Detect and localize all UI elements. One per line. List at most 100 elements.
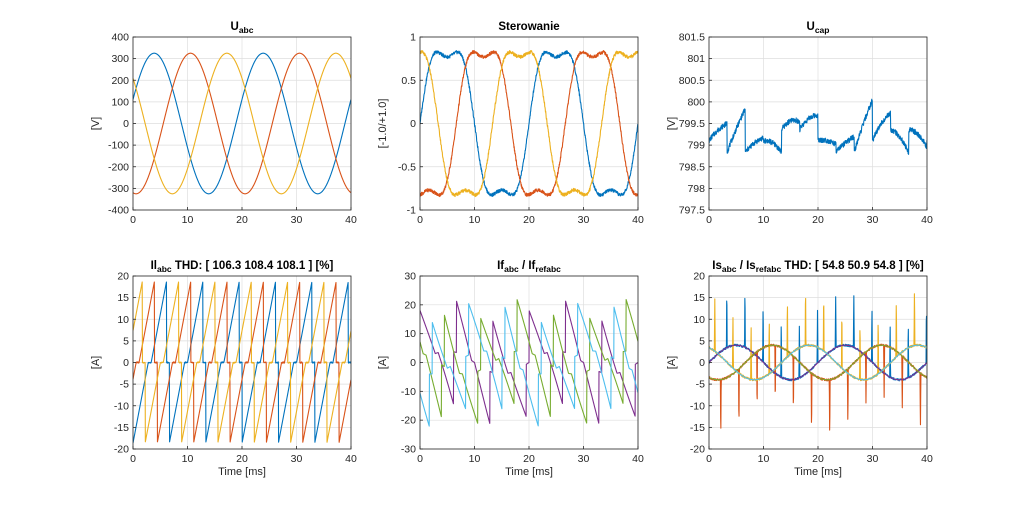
x-tick-label: 10 (182, 214, 194, 226)
series-group (420, 299, 638, 427)
chart-panel-0: 0 10 20 30 40 -400 -300 -200 -100 0 100 200 300 400 [V… (90, 32, 357, 227)
x-tick-label: 0 (706, 453, 712, 465)
y-tick-label: -10 (401, 386, 416, 398)
x-axis-label: Time [ms] (794, 466, 842, 478)
y-tick-label: 100 (111, 96, 129, 108)
chart-title-5: Isabc / Isrefabc THD: [ 54.8 50.9 54.8 ]… (712, 260, 924, 274)
series-line-sa (420, 50, 638, 198)
x-axis-label: Time [ms] (218, 466, 266, 478)
chart-panel-1: 0 10 20 30 40 -1 -0.5 0 0.5 1 [-1.0/+1.0] (377, 32, 644, 227)
y-tick-label: 801.5 (679, 32, 705, 44)
chart-panel-2: 0 10 20 30 40 797.5 798 798.5 799 799.5 800 800.5 80… (666, 32, 933, 227)
series-line-Ub (133, 52, 351, 195)
x-tick-label: 30 (578, 453, 590, 465)
x-tick-label: 40 (632, 214, 644, 226)
x-tick-label: 10 (758, 453, 770, 465)
y-tick-label: 10 (404, 328, 416, 340)
x-tick-label: 10 (758, 214, 770, 226)
chart-title-0: Uabc (231, 21, 254, 35)
series-line-Uc (133, 52, 351, 195)
x-tick-label: 10 (182, 453, 194, 465)
y-tick-label: -100 (108, 140, 129, 152)
y-tick-label: 0 (410, 357, 416, 369)
x-tick-label: 10 (469, 453, 481, 465)
y-tick-label: -300 (108, 183, 129, 195)
y-tick-label: 1 (410, 32, 416, 44)
series-group (420, 50, 638, 198)
series-line-Isref_c (709, 344, 927, 381)
series-line-Ilc (133, 281, 351, 443)
y-tick-label: 20 (117, 271, 129, 283)
chart-title-4: Ifabc / Ifrefabc (497, 260, 561, 274)
series-line-Ilb (133, 281, 351, 443)
y-tick-label: -20 (114, 444, 129, 456)
x-tick-label: 0 (130, 453, 136, 465)
x-tick-label: 20 (812, 453, 824, 465)
y-tick-label: 300 (111, 53, 129, 65)
series-line-Ifc (420, 302, 638, 427)
y-tick-label: 799 (687, 140, 705, 152)
chart-panel-5: 0 10 20 30 40 -20 -15 -10 -5 0 5 10 15 20 [A] Time [ms] (666, 271, 933, 479)
x-tick-label: 20 (812, 214, 824, 226)
series-group (133, 52, 351, 195)
x-tick-label: 30 (578, 214, 590, 226)
series-line-Ila (133, 281, 351, 444)
x-tick-label: 30 (291, 214, 303, 226)
x-tick-label: 0 (417, 453, 423, 465)
chart-title-1: Sterowanie (498, 21, 559, 33)
x-tick-label: 40 (632, 453, 644, 465)
x-tick-label: 0 (706, 214, 712, 226)
y-axis-label: [-1.0/+1.0] (377, 99, 389, 149)
series-group (709, 98, 927, 155)
x-tick-label: 40 (345, 453, 357, 465)
y-tick-label: -20 (690, 444, 705, 456)
y-axis-label: [V] (666, 117, 678, 130)
series-line-Ua (133, 52, 351, 195)
series-line-Ucap (709, 98, 927, 155)
y-tick-label: -200 (108, 161, 129, 173)
y-tick-label: -15 (114, 422, 129, 434)
x-tick-label: 40 (345, 214, 357, 226)
y-tick-label: 20 (404, 299, 416, 311)
y-tick-label: 5 (123, 335, 129, 347)
x-tick-label: 20 (523, 453, 535, 465)
y-tick-label: 0 (123, 118, 129, 130)
series-group (133, 281, 351, 444)
y-tick-label: -1 (407, 205, 416, 217)
y-tick-label: 400 (111, 32, 129, 44)
x-tick-label: 40 (921, 453, 933, 465)
y-tick-label: 10 (693, 314, 705, 326)
chart-panel-4: 0 10 20 30 40 -30 -20 -10 0 10 20 30 [A] Time [ms] (377, 271, 644, 479)
y-tick-label: 0.5 (401, 75, 416, 87)
y-tick-label: 15 (117, 292, 129, 304)
y-tick-label: -0.5 (398, 161, 416, 173)
x-tick-label: 30 (867, 453, 879, 465)
y-tick-label: 5 (699, 335, 705, 347)
y-tick-label: -10 (690, 400, 705, 412)
x-tick-label: 20 (236, 214, 248, 226)
y-tick-label: 800 (687, 96, 705, 108)
y-axis-label: [V] (90, 117, 102, 130)
y-tick-label: -10 (114, 400, 129, 412)
series-line-Isref_a (709, 344, 927, 381)
series-group (709, 293, 927, 431)
x-tick-label: 10 (469, 214, 481, 226)
chart-title-3: Ilabc THD: [ 106.3 108.4 108.1 ] [%] (151, 260, 334, 274)
y-tick-label: 798 (687, 183, 705, 195)
y-tick-label: 20 (693, 271, 705, 283)
y-tick-label: 800.5 (679, 75, 705, 87)
chart-title-2: Ucap (807, 21, 830, 35)
y-tick-label: 0 (123, 357, 129, 369)
y-axis-label: [A] (377, 356, 389, 369)
x-tick-label: 0 (130, 214, 136, 226)
series-line-Ifb (420, 299, 638, 424)
x-tick-label: 20 (523, 214, 535, 226)
y-tick-label: 797.5 (679, 205, 705, 217)
x-tick-label: 30 (867, 214, 879, 226)
y-tick-label: 0 (410, 118, 416, 130)
x-tick-label: 20 (236, 453, 248, 465)
x-tick-label: 40 (921, 214, 933, 226)
y-tick-label: -30 (401, 444, 416, 456)
series-line-Isref_b (709, 344, 927, 381)
